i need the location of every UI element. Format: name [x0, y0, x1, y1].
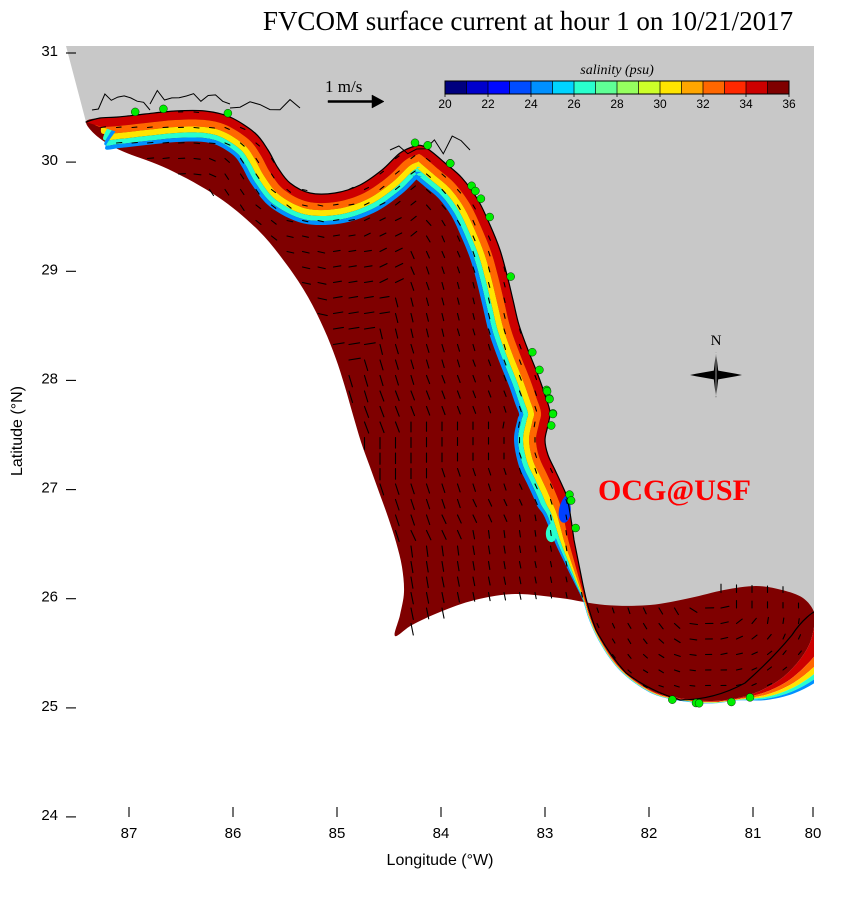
svg-text:34: 34	[739, 97, 753, 111]
svg-text:87: 87	[121, 825, 138, 842]
svg-text:36: 36	[782, 97, 796, 111]
svg-text:24: 24	[41, 807, 58, 824]
svg-text:27: 27	[41, 480, 58, 497]
svg-text:30: 30	[653, 97, 667, 111]
svg-text:OCG@USF: OCG@USF	[598, 474, 751, 507]
svg-text:32: 32	[696, 97, 710, 111]
svg-text:salinity (psu): salinity (psu)	[580, 63, 654, 78]
svg-text:30: 30	[41, 152, 58, 169]
svg-text:81: 81	[745, 825, 762, 842]
svg-text:83: 83	[537, 825, 554, 842]
svg-text:28: 28	[41, 370, 58, 387]
svg-text:20: 20	[438, 97, 452, 111]
svg-text:Latitude (°N): Latitude (°N)	[9, 386, 26, 476]
svg-text:82: 82	[641, 825, 658, 842]
svg-text:85: 85	[329, 825, 346, 842]
svg-text:25: 25	[41, 698, 58, 715]
svg-text:22: 22	[481, 97, 495, 111]
svg-text:80: 80	[805, 825, 822, 842]
svg-text:29: 29	[41, 261, 58, 278]
svg-text:N: N	[711, 333, 722, 349]
svg-text:1 m/s: 1 m/s	[325, 77, 362, 96]
svg-text:31: 31	[41, 43, 58, 60]
svg-text:84: 84	[433, 825, 450, 842]
svg-text:FVCOM surface current at hour: FVCOM surface current at hour 1 on 10/21…	[263, 6, 793, 36]
svg-text:26: 26	[41, 589, 58, 606]
svg-text:Longitude (°W): Longitude (°W)	[387, 852, 494, 869]
svg-text:24: 24	[524, 97, 538, 111]
svg-text:26: 26	[567, 97, 581, 111]
svg-text:28: 28	[610, 97, 624, 111]
svg-text:86: 86	[225, 825, 242, 842]
